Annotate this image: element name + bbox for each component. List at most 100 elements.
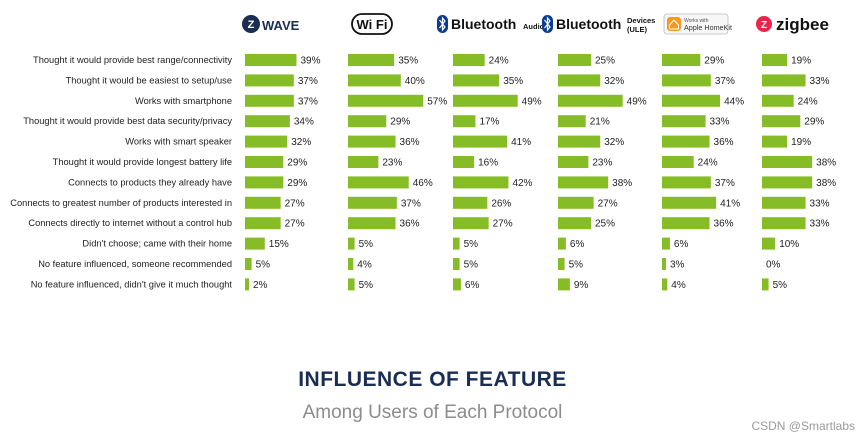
- value-label: 5%: [359, 239, 374, 250]
- value-label: 41%: [511, 137, 531, 148]
- bar: [662, 196, 717, 209]
- bar: [762, 278, 769, 291]
- bar: [662, 217, 710, 230]
- bar: [762, 156, 813, 168]
- bar: [662, 74, 711, 87]
- bar: [348, 115, 387, 128]
- value-label: 27%: [285, 219, 305, 230]
- value-label: 3%: [670, 260, 685, 271]
- bar: [762, 74, 806, 87]
- bar: [453, 237, 460, 250]
- value-label: 6%: [570, 239, 585, 250]
- value-label: 27%: [598, 198, 618, 209]
- bar: [453, 176, 509, 189]
- value-label: 46%: [413, 178, 433, 189]
- value-label: 15%: [269, 239, 289, 250]
- bar: [762, 237, 776, 250]
- bar: [558, 115, 586, 128]
- bar: [348, 135, 396, 148]
- value-label: 37%: [715, 76, 735, 87]
- value-label: 6%: [465, 280, 480, 291]
- value-label: 33%: [810, 198, 830, 209]
- bar: [762, 217, 806, 230]
- zwave-badge-letter: Z: [248, 19, 255, 31]
- category-label: No feature influenced, someone recommend…: [38, 259, 232, 269]
- bar: [662, 156, 694, 168]
- value-label: 33%: [810, 219, 830, 230]
- homekit-icon: [667, 17, 681, 31]
- value-label: 23%: [382, 158, 402, 169]
- zwave-logo-icon: [242, 15, 260, 33]
- bar: [453, 278, 461, 291]
- value-label: 4%: [671, 280, 686, 291]
- bar: [662, 115, 706, 128]
- bar: [558, 135, 601, 148]
- bar: [762, 54, 788, 66]
- bar: [558, 74, 601, 87]
- value-label: 38%: [612, 178, 632, 189]
- value-label: 37%: [401, 198, 421, 209]
- value-label: 5%: [359, 280, 374, 291]
- value-label: 29%: [287, 178, 307, 189]
- bar: [558, 54, 591, 66]
- category-label: Connects to greatest number of products …: [10, 198, 232, 208]
- bar: [348, 278, 355, 291]
- bluetooth-logo-text: Bluetooth: [556, 16, 621, 32]
- bar: [662, 176, 711, 189]
- value-label: 33%: [810, 76, 830, 87]
- bluetooth-logo-text: Bluetooth: [451, 16, 516, 32]
- value-label: 5%: [464, 260, 479, 271]
- value-label: 36%: [714, 219, 734, 230]
- category-label: Works with smart speaker: [125, 137, 232, 147]
- value-label: 5%: [773, 280, 788, 291]
- bar: [348, 217, 396, 230]
- value-label: 32%: [604, 76, 624, 87]
- category-label: Thought it would be easiest to setup/use: [66, 75, 232, 85]
- value-label: 5%: [569, 260, 584, 271]
- value-label: 44%: [724, 96, 744, 107]
- value-label: 10%: [779, 239, 799, 250]
- value-label: 24%: [798, 96, 818, 107]
- bar: [453, 54, 485, 66]
- value-label: 33%: [710, 117, 730, 128]
- bar: [453, 115, 476, 128]
- value-label: 57%: [427, 96, 447, 107]
- zigbee-logo-text: zigbee: [776, 15, 829, 34]
- bar: [245, 135, 288, 148]
- category-label: Thought it would provide best data secur…: [23, 116, 232, 126]
- wifi-logo-text: Wi Fi: [357, 17, 388, 32]
- value-label: 0%: [766, 260, 781, 271]
- category-label: Didn't choose; came with their home: [82, 239, 232, 249]
- bar: [453, 135, 508, 148]
- value-label: 25%: [595, 219, 615, 230]
- zwave-logo-text: WAVE: [262, 18, 300, 33]
- value-label: 49%: [522, 96, 542, 107]
- homekit-house-shape: [669, 19, 679, 30]
- value-label: 17%: [479, 117, 499, 128]
- bluetooth-sub-label: Devices: [627, 16, 655, 25]
- value-label: 40%: [405, 76, 425, 87]
- bar: [762, 135, 788, 148]
- value-label: 36%: [400, 219, 420, 230]
- bar: [348, 74, 401, 87]
- bar: [245, 94, 294, 107]
- value-label: 37%: [715, 178, 735, 189]
- value-label: 19%: [791, 56, 811, 67]
- bar: [558, 196, 594, 209]
- bar: [453, 156, 475, 168]
- zigbee-logo-icon: [756, 16, 772, 32]
- bar: [662, 135, 710, 148]
- category-label: Thought it would provide best range/conn…: [33, 55, 232, 65]
- value-label: 38%: [816, 178, 836, 189]
- bar: [453, 74, 500, 87]
- value-label: 24%: [698, 158, 718, 169]
- category-label: Connects to products they already have: [68, 177, 232, 187]
- value-label: 29%: [804, 117, 824, 128]
- bar: [762, 115, 801, 128]
- wifi-logo-icon: [351, 13, 393, 35]
- bar: [453, 196, 488, 209]
- bar: [348, 156, 379, 168]
- watermark: CSDN @Smartlabs: [751, 419, 855, 433]
- value-label: 29%: [390, 117, 410, 128]
- bar: [662, 94, 721, 107]
